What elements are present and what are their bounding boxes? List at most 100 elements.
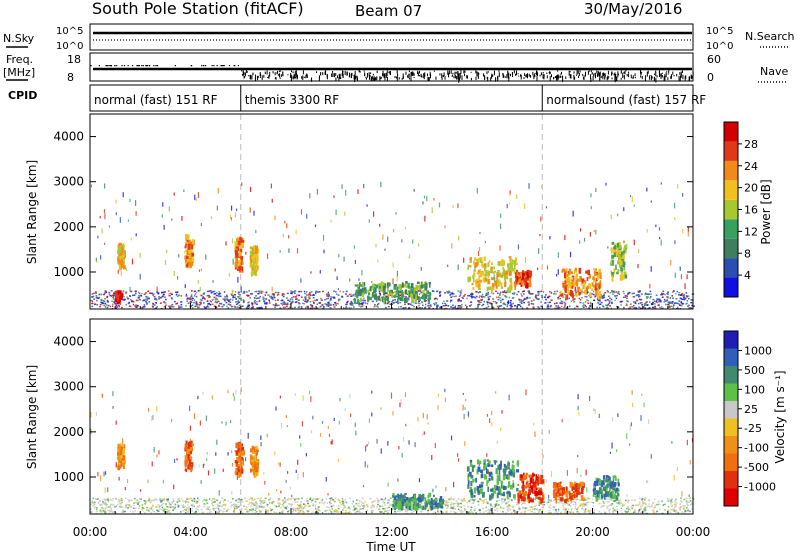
- echo-cell: [94, 506, 97, 508]
- echo-cell: [638, 249, 640, 254]
- echo-cell: [610, 301, 613, 304]
- echo-cell: [665, 303, 667, 306]
- echo-cell: [659, 237, 661, 240]
- echo-cell: [320, 297, 322, 300]
- echo-cell: [473, 499, 476, 501]
- echo-cell: [379, 223, 381, 227]
- echo-cell: [619, 503, 622, 505]
- echo-cell: [147, 290, 150, 292]
- echo-cell: [423, 284, 426, 288]
- echo-cell: [225, 510, 228, 512]
- echo-cell: [160, 504, 163, 506]
- freq-tick-high: 18: [67, 53, 81, 66]
- echo-cell: [366, 302, 369, 305]
- echo-cell: [407, 297, 410, 300]
- echo-cell: [579, 240, 581, 244]
- echo-cell: [650, 266, 652, 272]
- echo-cell: [232, 295, 235, 297]
- nave-tick: [106, 65, 108, 67]
- echo-cell: [196, 305, 198, 307]
- echo-cell: [454, 305, 457, 308]
- echo-cell: [356, 508, 358, 511]
- echo-cell: [670, 501, 673, 504]
- echo-cell: [333, 290, 335, 292]
- echo-cell: [680, 294, 683, 297]
- echo-cell: [502, 293, 504, 296]
- echo-cell: [307, 510, 310, 512]
- nave-tick: [365, 76, 367, 79]
- echo-cell: [414, 290, 417, 294]
- nave-tick: [520, 74, 522, 80]
- echo-cell: [169, 511, 171, 514]
- echo-cell: [498, 504, 500, 506]
- echo-cell: [514, 257, 518, 262]
- echo-cell: [377, 295, 381, 301]
- echo-cell: [105, 291, 108, 294]
- echo-cell: [586, 277, 589, 281]
- echo-cell: [97, 502, 100, 504]
- echo-cell: [241, 261, 244, 265]
- echo-cell: [686, 302, 688, 305]
- nave-tick: [599, 71, 601, 75]
- echo-cell: [330, 219, 332, 223]
- echo-cell: [527, 301, 530, 303]
- echo-cell: [592, 285, 596, 288]
- nave-tick: [561, 71, 563, 74]
- echo-cell: [446, 290, 449, 293]
- echo-cell: [570, 271, 574, 274]
- echo-cell: [158, 298, 160, 300]
- echo-cell: [627, 292, 630, 295]
- echo-cell: [190, 256, 194, 260]
- nave-tick: [666, 71, 668, 73]
- echo-cell: [303, 302, 305, 305]
- echo-cell: [152, 303, 155, 306]
- echo-cell: [167, 510, 169, 513]
- echo-cell: [497, 261, 500, 266]
- echo-cell: [291, 297, 293, 299]
- echo-cell: [467, 276, 470, 283]
- echo-cell: [248, 510, 251, 513]
- echo-cell: [237, 247, 240, 252]
- nave-tick: [267, 77, 269, 79]
- echo-cell: [598, 284, 601, 290]
- echo-cell: [355, 502, 358, 505]
- echo-cell: [616, 505, 618, 508]
- echo-cell: [622, 250, 626, 253]
- echo-cell: [219, 292, 222, 295]
- nave-tick: [661, 74, 663, 78]
- echo-cell: [294, 509, 297, 511]
- echo-cell: [672, 508, 675, 510]
- echo-cell: [577, 286, 579, 293]
- echo-cell: [517, 274, 520, 278]
- echo-cell: [361, 497, 364, 500]
- echo-cell: [631, 512, 633, 514]
- echo-cell: [470, 506, 473, 509]
- echo-cell: [111, 499, 113, 502]
- echo-cell: [146, 303, 148, 305]
- echo-cell: [509, 299, 512, 302]
- echo-cell: [100, 510, 103, 513]
- echo-cell: [468, 265, 472, 268]
- echo-cell: [350, 293, 352, 296]
- date-label: 30/May/2016: [584, 0, 682, 18]
- echo-cell: [615, 294, 618, 297]
- nave-tick: [536, 75, 538, 81]
- echo-cell: [278, 304, 280, 307]
- echo-cell: [345, 290, 348, 293]
- echo-cell: [510, 303, 513, 306]
- noise-tick-low-right: 10^0: [706, 41, 733, 52]
- echo-cell: [518, 506, 520, 508]
- echo-cell: [486, 286, 489, 292]
- echo-cell: [520, 511, 523, 514]
- echo-cell: [198, 304, 201, 306]
- echo-cell: [550, 304, 552, 307]
- echo-cell: [533, 511, 536, 514]
- echo-cell: [421, 304, 424, 307]
- nave-tick: [337, 75, 339, 79]
- y-tick-label: 2000: [53, 220, 84, 234]
- echo-cell: [198, 499, 200, 501]
- nave-tick: [280, 74, 282, 77]
- echo-cell: [279, 307, 281, 309]
- echo-cell: [623, 504, 626, 506]
- echo-cell: [260, 499, 263, 502]
